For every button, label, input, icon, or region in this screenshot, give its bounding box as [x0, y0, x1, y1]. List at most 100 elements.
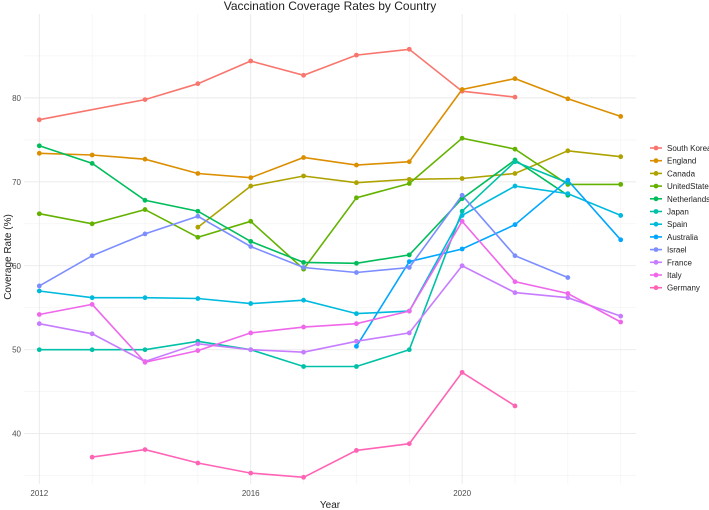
data-point-spain: [36, 288, 42, 294]
data-point-france: [618, 313, 624, 319]
data-point-unitedstates: [142, 207, 148, 212]
legend-key-point: [653, 247, 659, 253]
data-point-israel: [142, 231, 148, 237]
data-point-france: [406, 330, 412, 336]
data-point-israel: [406, 265, 412, 270]
data-point-israel: [512, 253, 518, 259]
data-point-japan: [89, 347, 95, 353]
series-line-italy: [39, 219, 622, 364]
legend-item-germany: Germany: [650, 284, 700, 293]
y-tick-label: 70: [12, 178, 21, 187]
legend-item-spain: Spain: [650, 220, 687, 229]
chart-title: Vaccination Coverage Rates by Country: [224, 0, 437, 13]
data-point-france: [195, 341, 201, 347]
data-point-england: [565, 96, 571, 102]
data-point-israel: [195, 213, 201, 219]
data-point-netherlands: [406, 252, 412, 258]
data-point-england: [195, 171, 201, 176]
legend: South Korea England Canada UnitedStates Neth…: [650, 144, 709, 293]
data-point-israel: [459, 192, 465, 198]
data-point-france: [89, 331, 95, 337]
x-axis-ticks: 2012 2016 2020: [30, 489, 471, 498]
data-point-spain: [565, 191, 571, 197]
data-point-south-korea: [142, 97, 148, 103]
data-point-italy: [565, 291, 571, 296]
data-point-spain: [354, 311, 359, 317]
data-point-italy: [195, 348, 201, 353]
x-axis-title: Year: [320, 500, 341, 510]
data-point-germany: [248, 470, 254, 476]
data-point-england: [618, 113, 624, 119]
data-point-canada: [354, 180, 359, 186]
data-point-england: [36, 150, 42, 156]
legend-item-italy: Italy: [650, 271, 682, 280]
legend-label: Italy: [667, 271, 682, 280]
data-point-netherlands: [354, 260, 359, 266]
data-point-england: [301, 155, 306, 160]
data-point-australia: [618, 237, 624, 243]
data-point-unitedstates: [618, 181, 624, 187]
series-line-spain: [39, 185, 622, 315]
data-point-france: [36, 321, 42, 327]
data-point-south-korea: [301, 72, 306, 78]
data-point-unitedstates: [195, 234, 201, 240]
data-point-england: [89, 152, 95, 158]
legend-key-point: [653, 221, 659, 227]
y-axis-ticks: 40 50 60 70 80: [12, 94, 21, 439]
y-tick-label: 50: [12, 346, 21, 355]
series-points: [36, 46, 624, 480]
legend-label: Canada: [667, 169, 696, 178]
legend-label: Netherlands: [667, 195, 709, 204]
series-line-australia: [355, 179, 622, 347]
data-point-germany: [459, 369, 465, 375]
data-point-australia: [565, 177, 571, 183]
data-point-japan: [354, 364, 359, 369]
data-point-unitedstates: [406, 181, 412, 186]
data-point-france: [248, 347, 254, 353]
legend-key-point: [653, 158, 659, 164]
data-point-south-korea: [195, 81, 201, 87]
data-point-south-korea: [406, 46, 412, 52]
legend-key-point: [653, 145, 659, 151]
data-point-unitedstates: [512, 146, 518, 152]
data-point-israel: [248, 244, 254, 249]
data-point-japan: [301, 364, 306, 369]
data-point-australia: [512, 222, 518, 228]
legend-label: South Korea: [667, 144, 709, 153]
legend-key-point: [653, 196, 659, 202]
x-tick-label: 2016: [242, 489, 260, 498]
data-point-unitedstates: [89, 221, 95, 227]
data-point-unitedstates: [36, 211, 42, 217]
legend-item-france: France: [650, 258, 692, 267]
legend-item-israel: Israel: [650, 246, 687, 255]
legend-key-point: [653, 272, 659, 278]
legend-item-japan: Japan: [650, 208, 689, 217]
legend-item-south-korea: South Korea: [650, 144, 709, 153]
legend-key-point: [653, 171, 659, 176]
data-point-germany: [89, 454, 95, 460]
legend-item-england: England: [650, 157, 696, 166]
data-point-south-korea: [36, 117, 42, 123]
legend-key-point: [653, 285, 659, 291]
data-point-england: [512, 76, 518, 82]
legend-label: UnitedStates: [667, 182, 709, 191]
data-point-spain: [248, 301, 254, 306]
data-point-canada: [512, 171, 518, 176]
data-point-italy: [142, 359, 148, 365]
data-point-netherlands: [89, 160, 95, 166]
y-tick-label: 80: [12, 94, 21, 103]
data-point-france: [512, 290, 518, 296]
data-point-unitedstates: [248, 218, 254, 224]
data-point-israel: [354, 270, 359, 275]
legend-item-netherlands: Netherlands: [650, 195, 709, 204]
data-point-israel: [89, 253, 95, 259]
data-point-australia: [354, 343, 359, 349]
data-point-canada: [195, 224, 201, 230]
data-point-netherlands: [195, 208, 201, 214]
data-point-japan: [512, 159, 518, 165]
data-point-south-korea: [354, 52, 359, 58]
data-point-unitedstates: [354, 195, 359, 201]
data-point-italy: [354, 321, 359, 327]
data-point-england: [142, 156, 148, 162]
